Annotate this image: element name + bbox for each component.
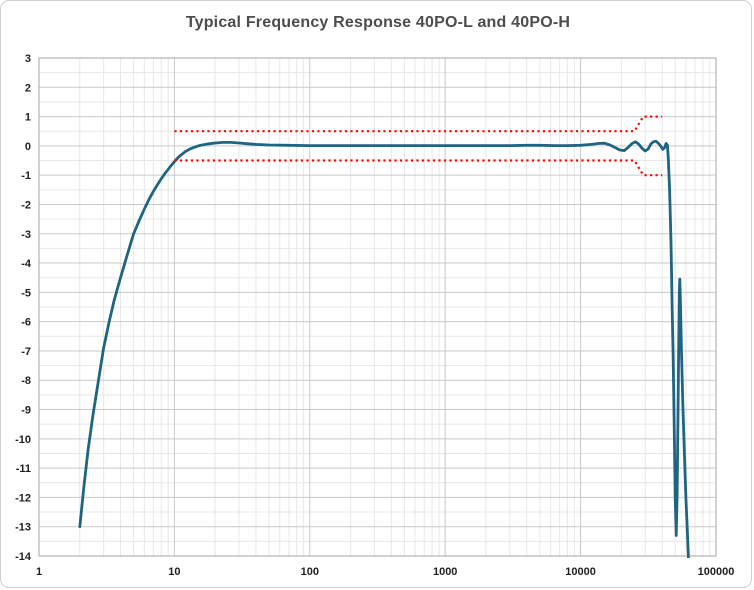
y-axis-tick-label: -10: [15, 434, 31, 446]
y-axis-tick-label: -5: [21, 287, 31, 299]
x-axis-tick-label: 100000: [698, 566, 735, 578]
y-axis-tick-label: -12: [15, 492, 31, 504]
y-axis-tick-label: -4: [21, 258, 32, 270]
y-axis-tick-label: -6: [21, 317, 31, 329]
y-axis-tick-label: -8: [21, 375, 31, 387]
y-axis-tick-label: -2: [21, 199, 31, 211]
series-lower-tolerance-limit: [174, 159, 663, 177]
x-axis-tick-label: 1: [36, 566, 42, 578]
series-upper-tolerance-limit: [174, 115, 663, 133]
chart-title: Typical Frequency Response 40PO-L and 40…: [185, 14, 571, 31]
y-axis-tick-label: 1: [25, 112, 31, 124]
y-axis-tick-label: -3: [21, 229, 31, 241]
y-axis-tick-label: -14: [15, 551, 32, 563]
series-frequency-response-curve: [78, 139, 690, 558]
y-axis-tick-label: -7: [21, 346, 31, 358]
x-axis-tick-label: 10000: [565, 566, 596, 578]
y-axis-tick-label: 2: [25, 82, 31, 94]
x-axis-tick-label: 1000: [433, 566, 457, 578]
plot-border: [38, 57, 717, 557]
x-axis-tick-label: 10: [168, 566, 180, 578]
y-axis-tick-label: -11: [16, 463, 31, 475]
y-axis-tick-label: 3: [25, 53, 31, 65]
y-axis-tick-label: -1: [21, 170, 31, 182]
x-axis-tick-label: 100: [301, 566, 319, 578]
y-axis-tick-label: -13: [15, 522, 31, 534]
y-axis-tick-label: -9: [21, 405, 31, 417]
y-axis-tick-label: 0: [25, 141, 31, 153]
